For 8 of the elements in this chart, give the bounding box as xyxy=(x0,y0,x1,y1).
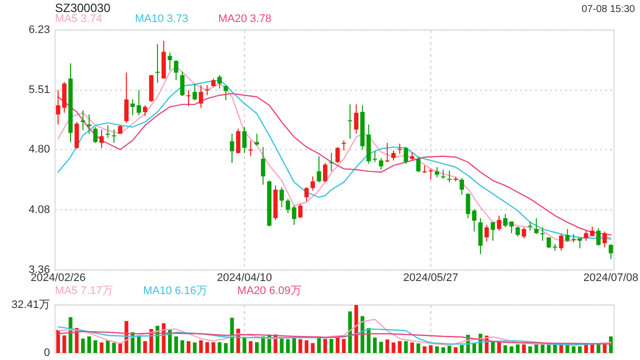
text: MA20 3.78 xyxy=(218,13,272,25)
chart-title: SZ300030 xyxy=(55,1,111,15)
text: MA20 6.09万 xyxy=(237,285,302,297)
text: MA5 3.74 xyxy=(55,13,102,25)
text: MA10 3.73 xyxy=(135,13,188,25)
text: 07-08 15:30 xyxy=(582,4,636,15)
text: MA5 7.17万 xyxy=(55,285,114,297)
text: MA10 6.16万 xyxy=(143,285,208,297)
